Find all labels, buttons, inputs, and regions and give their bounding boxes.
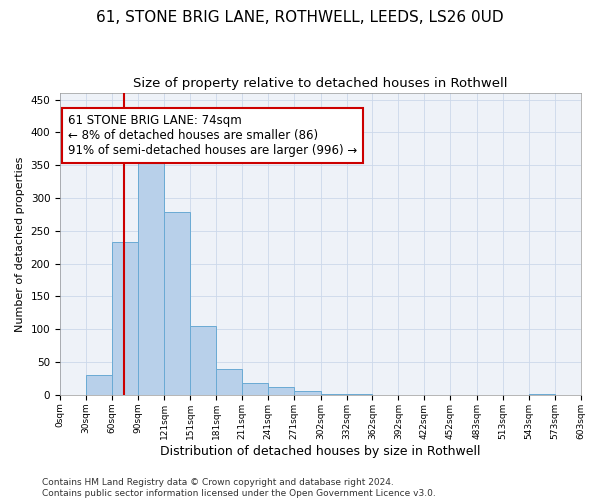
Text: 61 STONE BRIG LANE: 74sqm
← 8% of detached houses are smaller (86)
91% of semi-d: 61 STONE BRIG LANE: 74sqm ← 8% of detach… [68, 114, 357, 157]
Text: 61, STONE BRIG LANE, ROTHWELL, LEEDS, LS26 0UD: 61, STONE BRIG LANE, ROTHWELL, LEEDS, LS… [96, 10, 504, 25]
Bar [242, 383, 268, 395]
Text: Contains HM Land Registry data © Crown copyright and database right 2024.
Contai: Contains HM Land Registry data © Crown c… [42, 478, 436, 498]
Y-axis label: Number of detached properties: Number of detached properties [15, 156, 25, 332]
Bar [347, 394, 373, 395]
X-axis label: Distribution of detached houses by size in Rothwell: Distribution of detached houses by size … [160, 444, 481, 458]
Bar [320, 394, 347, 395]
Bar [112, 242, 138, 395]
Title: Size of property relative to detached houses in Rothwell: Size of property relative to detached ho… [133, 78, 508, 90]
Bar [294, 391, 320, 395]
Bar [529, 394, 554, 395]
Bar [86, 374, 112, 395]
Bar [138, 156, 164, 395]
Bar [190, 326, 216, 395]
Bar [268, 387, 294, 395]
Bar [164, 212, 190, 395]
Bar [216, 368, 242, 395]
